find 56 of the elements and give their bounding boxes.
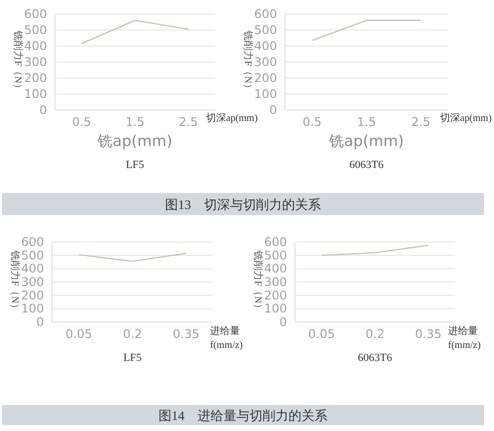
y-tick-label: 500 xyxy=(264,248,287,262)
y-axis-title: 铣削力F（N） xyxy=(252,250,264,314)
y-tick-label: 300 xyxy=(24,55,47,69)
y-tick-label: 100 xyxy=(264,302,287,316)
y-tick-label: 0 xyxy=(36,315,44,329)
y-tick-label: 0 xyxy=(279,315,287,329)
y-tick-label: 600 xyxy=(264,235,287,249)
x-tick-label: 2.5 xyxy=(178,115,198,129)
text: 图14 进给量与切削力的关系 xyxy=(158,408,328,423)
y-axis-title: 铣削力F（N） xyxy=(242,30,254,94)
y-axis-title: 铣削力F（N） xyxy=(12,30,24,94)
x-tick-label: 0.2 xyxy=(365,327,385,341)
y-tick-label: 500 xyxy=(21,248,44,262)
y-tick-label: 200 xyxy=(24,71,47,85)
text: 图13 切深与切削力的关系 xyxy=(165,197,321,212)
y-tick-label: 200 xyxy=(254,71,277,85)
x-tick-label: 0.5 xyxy=(302,115,322,129)
y-tick-label: 500 xyxy=(24,23,47,37)
x-axis-title: 进给量 f(mm/z) xyxy=(448,325,481,351)
y-tick-label: 300 xyxy=(254,55,277,69)
x-axis-title: 切深ap(mm) xyxy=(440,112,492,124)
y-tick-label: 200 xyxy=(264,288,287,302)
x-tick-label: 1.5 xyxy=(356,115,376,129)
y-tick-label: 400 xyxy=(21,262,44,276)
text: LF5 xyxy=(123,352,142,364)
y-tick-label: 0 xyxy=(269,103,277,117)
y-tick-label: 300 xyxy=(264,275,287,289)
text: 6063T6 xyxy=(358,352,393,364)
y-axis-title: 铣削力F（N） xyxy=(9,250,21,314)
y-tick-label: 100 xyxy=(21,302,44,316)
text: 铣ap(mm) xyxy=(328,132,404,150)
x-tick-label: 1.5 xyxy=(125,115,145,129)
x-tick-label: 0.35 xyxy=(172,327,200,341)
x-tick-label: 0.5 xyxy=(72,115,92,129)
x-tick-label: 0.05 xyxy=(65,327,92,341)
text: 铣ap(mm) xyxy=(96,132,172,150)
y-tick-label: 400 xyxy=(24,39,47,53)
x-tick-label: 2.5 xyxy=(411,115,430,129)
y-tick-label: 600 xyxy=(21,235,44,249)
text: 6063T6 xyxy=(349,159,384,171)
y-tick-label: 600 xyxy=(254,7,277,21)
y-tick-label: 300 xyxy=(21,275,44,289)
y-tick-label: 100 xyxy=(24,87,47,101)
y-tick-label: 500 xyxy=(254,23,277,37)
x-tick-label: 0.2 xyxy=(122,327,142,341)
text: LF5 xyxy=(126,159,145,171)
y-tick-label: 200 xyxy=(21,288,44,302)
y-tick-label: 0 xyxy=(39,103,47,117)
x-axis-title: 切深ap(mm) xyxy=(206,112,258,124)
y-tick-label: 100 xyxy=(254,87,277,101)
y-tick-label: 400 xyxy=(264,262,287,276)
x-tick-label: 0.05 xyxy=(308,327,336,341)
x-axis-title: 进给量 f(mm/z) xyxy=(210,325,243,351)
y-tick-label: 600 xyxy=(24,7,47,21)
x-tick-label: 0.35 xyxy=(414,327,442,341)
y-tick-label: 400 xyxy=(254,39,277,53)
